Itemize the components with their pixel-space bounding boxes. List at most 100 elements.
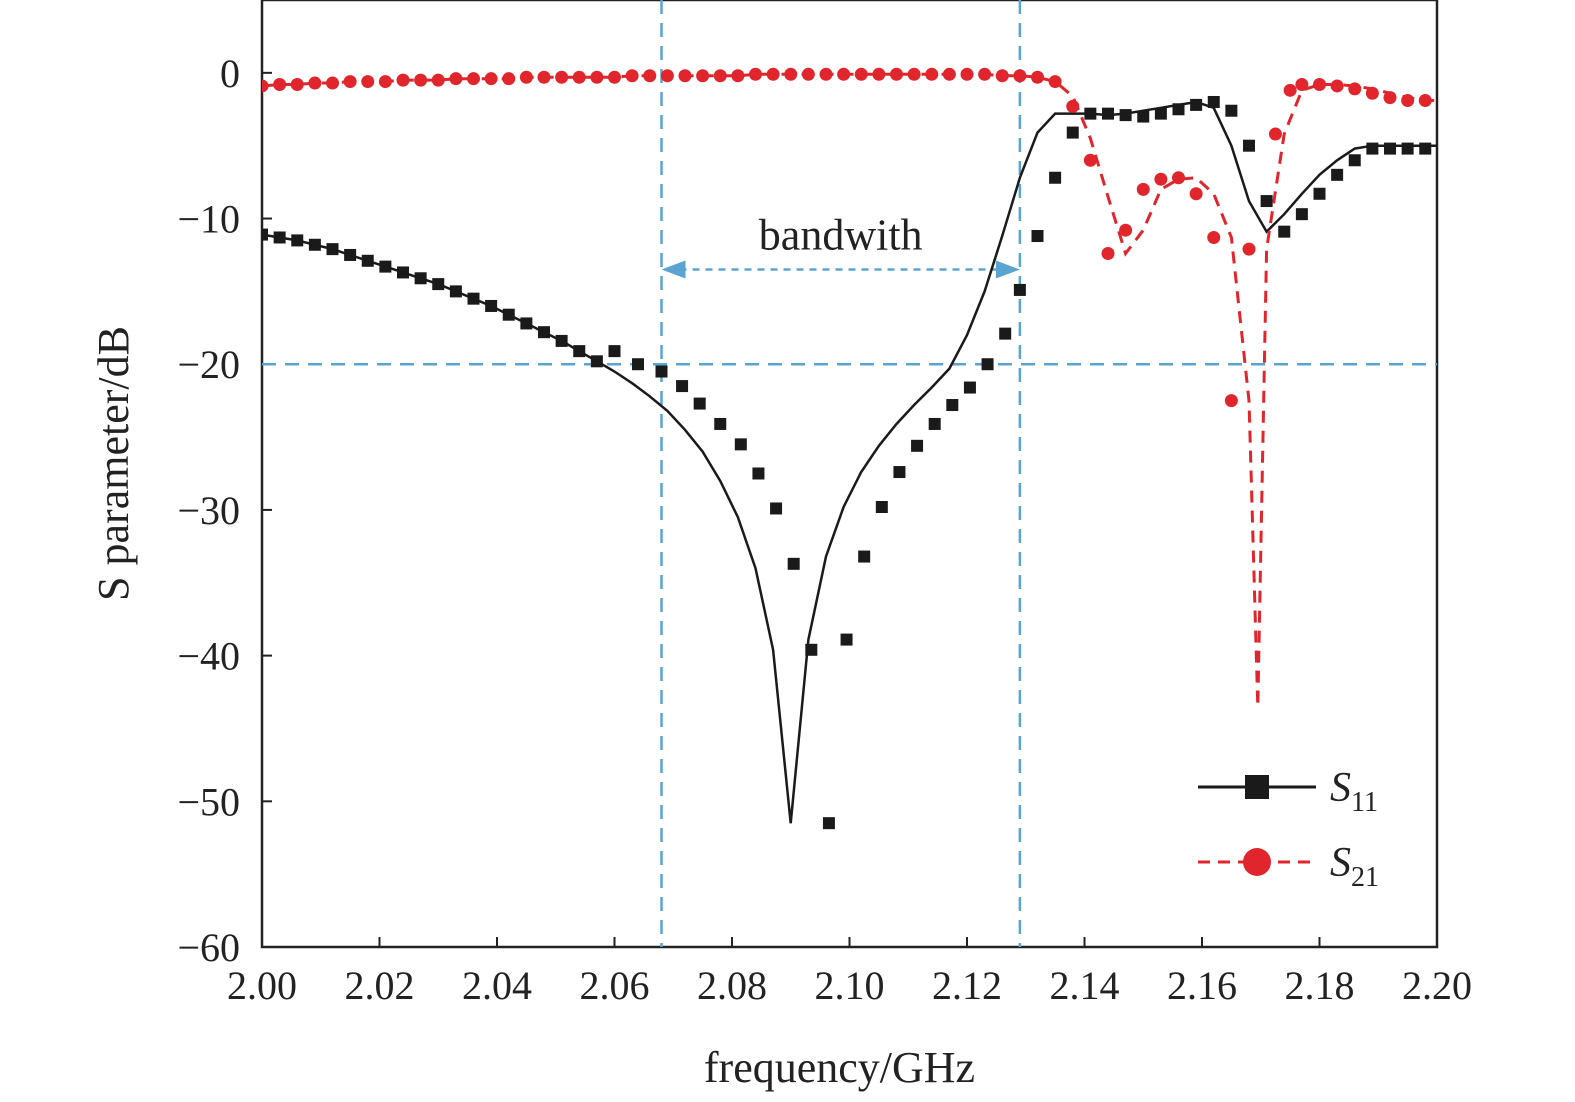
series-s11-point <box>1102 107 1114 120</box>
series-s11-point <box>981 358 994 371</box>
x-tick-label: 2.20 <box>1402 963 1472 1008</box>
series-s21-point <box>1242 242 1256 256</box>
series-s21-point <box>1207 230 1221 244</box>
series-s11-point <box>1313 187 1326 200</box>
series-s11-point <box>928 417 941 430</box>
series-s21-point <box>449 72 463 86</box>
series-s21-point <box>1031 70 1044 84</box>
series-s11-point <box>1366 142 1379 155</box>
series-s21-point <box>766 67 780 81</box>
series-s11-point <box>893 466 906 479</box>
series-s21-point <box>1268 127 1282 141</box>
series-s11-point <box>1225 104 1238 117</box>
series-s11-point <box>555 334 568 347</box>
series-s11-point <box>485 299 498 312</box>
x-tick-label: 2.18 <box>1285 963 1355 1008</box>
series-s11-point <box>326 243 339 256</box>
series-s21-point <box>1189 187 1203 201</box>
series-s21-point <box>1172 171 1185 185</box>
series-s21-point <box>660 69 674 83</box>
legend-label-subscript: 11 <box>1351 787 1378 818</box>
series-s21-point <box>608 70 621 84</box>
series-s21-point <box>960 67 974 81</box>
series-s21-point <box>1136 182 1150 196</box>
x-tick-label: 2.10 <box>815 963 885 1008</box>
legend-s11-label: S11 <box>1330 765 1378 818</box>
y-tick-label: −30 <box>177 488 240 533</box>
series-s21-point <box>749 67 762 81</box>
series-s11-point <box>752 467 765 480</box>
series-s11-point <box>1419 142 1432 155</box>
series-s21-point <box>731 69 745 83</box>
series-s21-point <box>872 67 886 81</box>
series-s11-point <box>1401 142 1414 155</box>
series-s21-point <box>837 67 851 81</box>
series-s11-point <box>414 272 427 285</box>
y-tick-label: −60 <box>177 925 240 970</box>
series-s11-point <box>946 399 959 412</box>
bandwidth-arrowhead-right <box>995 260 1020 279</box>
series-s21-point <box>1119 223 1133 237</box>
series-s21-point <box>942 67 956 81</box>
series-s21-point <box>1048 75 1062 89</box>
series-s11-point <box>397 266 409 279</box>
series-s21-point <box>484 72 498 86</box>
series-s11-point <box>714 417 727 430</box>
series-s11-point <box>734 438 747 451</box>
x-tick-label: 2.00 <box>227 963 297 1008</box>
series-s21-point <box>1283 83 1297 97</box>
x-tick-label: 2.04 <box>462 963 532 1008</box>
series-s11-point <box>1031 230 1044 243</box>
y-axis-title: S parameter/dB <box>89 326 138 601</box>
series-s21-point <box>1101 247 1115 261</box>
series-s11-point <box>787 557 800 570</box>
series-s11-point <box>1049 171 1062 184</box>
legend-s21-marker <box>1243 848 1271 876</box>
series-s11-point <box>379 260 392 273</box>
series-s21-point <box>361 75 375 89</box>
series-s21-point <box>1401 94 1415 108</box>
series-s11-point <box>291 234 304 247</box>
series-s21-point <box>854 67 868 81</box>
series-s21-point <box>995 69 1009 83</box>
series-s21-point <box>590 70 604 84</box>
series-s21-point <box>378 75 392 89</box>
x-tick-label: 2.16 <box>1167 963 1237 1008</box>
series-s11-point <box>1066 126 1079 139</box>
y-tick-label: −40 <box>177 634 240 679</box>
series-s21-point <box>1013 69 1027 83</box>
legend-label-subscript: 21 <box>1351 862 1379 893</box>
legend-s11-marker <box>1245 775 1269 799</box>
series-s21-point <box>696 69 710 83</box>
series-s11-point <box>608 345 621 358</box>
legend-label-main: S <box>1330 765 1351 811</box>
plot-layer: 2.00 2.02 2.04 2.06 2.08 2.10 2.12 2.14 2.16 2.18… <box>89 0 1472 1092</box>
bandwidth-arrowhead-left <box>661 260 686 279</box>
series-s11-point <box>467 292 480 305</box>
series-s11-point <box>538 326 550 339</box>
series-s11-point <box>1013 283 1026 296</box>
series-s21-point <box>890 67 903 81</box>
series-s11-point <box>911 439 924 452</box>
x-tick-label: 2.02 <box>345 963 415 1008</box>
series-s21-point <box>907 67 921 81</box>
series-layer <box>262 67 1437 830</box>
series-s21-point <box>1224 394 1238 408</box>
series-s11-point <box>676 380 689 393</box>
x-tick-label: 2.08 <box>697 963 767 1008</box>
plot-frame <box>260 0 1439 949</box>
series-s21-point <box>308 76 322 90</box>
series-s21-point <box>555 70 569 84</box>
series-s21-point <box>1418 94 1432 108</box>
series-s21-point <box>262 79 269 93</box>
x-tick-label: 2.14 <box>1050 963 1120 1008</box>
x-tick-label: 2.12 <box>932 963 1002 1008</box>
series-s21-point <box>978 67 992 81</box>
series-s21-point <box>572 70 586 84</box>
series-s11-point <box>1172 103 1185 116</box>
series-s11-point <box>573 345 586 358</box>
series-s21-point <box>925 67 939 81</box>
series-s11-point <box>805 643 818 656</box>
x-tick-label: 2.06 <box>580 963 650 1008</box>
series-s11-point <box>1295 208 1308 221</box>
